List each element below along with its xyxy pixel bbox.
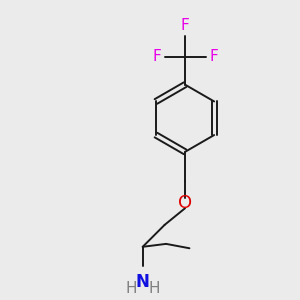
- Text: N: N: [136, 273, 150, 291]
- Text: F: F: [209, 50, 218, 64]
- Text: F: F: [181, 18, 189, 33]
- Text: O: O: [178, 194, 192, 212]
- Text: H: H: [126, 281, 137, 296]
- Text: F: F: [152, 50, 161, 64]
- Text: H: H: [148, 281, 160, 296]
